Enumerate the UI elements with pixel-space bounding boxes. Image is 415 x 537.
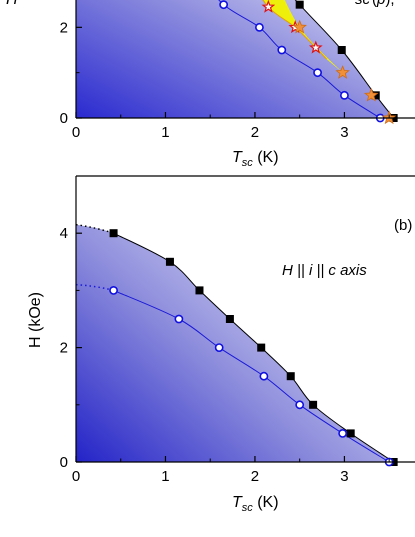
square-marker bbox=[337, 46, 346, 54]
x-tick-label: 0 bbox=[72, 124, 80, 141]
square-marker bbox=[165, 257, 174, 266]
circle-marker bbox=[340, 90, 349, 100]
square-marker bbox=[225, 315, 234, 323]
x-tick-label: 1 bbox=[161, 468, 169, 485]
panel-b-annotation: H || i || c axis bbox=[282, 262, 367, 279]
x-tick-label: 2 bbox=[251, 468, 259, 485]
square-marker bbox=[346, 429, 355, 438]
circle-marker bbox=[295, 400, 305, 410]
circle-marker bbox=[109, 285, 118, 295]
square-marker bbox=[286, 372, 295, 381]
filled-star-marker bbox=[364, 87, 379, 102]
panel-a-axes: 0 1 2 3 0 2 bbox=[60, 0, 415, 141]
open-star-marker bbox=[308, 40, 323, 54]
circle-marker bbox=[214, 343, 224, 352]
filled-star-marker bbox=[335, 65, 350, 79]
y-tick-label: 2 bbox=[60, 19, 68, 36]
panel-a-shaded-region bbox=[76, 0, 394, 118]
panel-b: 0 1 2 3 0 2 4 (b) H || i || c axis H (kOe) Tsc… bbox=[27, 175, 415, 514]
lower-extrapolation-curve bbox=[76, 283, 114, 292]
circle-marker bbox=[174, 314, 184, 324]
circle-marker bbox=[277, 45, 287, 55]
circle-marker bbox=[313, 68, 322, 78]
shaded-region bbox=[76, 224, 394, 462]
panel-b-axes: 0 1 2 3 0 2 4 bbox=[60, 175, 415, 485]
square-marker bbox=[257, 343, 266, 352]
square-marker bbox=[109, 229, 118, 238]
x-tick-label: 2 bbox=[251, 124, 259, 141]
x-tick-label: 3 bbox=[340, 468, 348, 485]
circle-marker bbox=[219, 0, 229, 10]
y-tick-label: 4 bbox=[60, 225, 68, 242]
panel-a-legend-fragment: sc(p), bbox=[355, 0, 395, 8]
panel-b-shaded-region bbox=[76, 224, 394, 462]
panel-a-ylabel-fragment: H bbox=[6, 0, 18, 8]
x-tick-label: 3 bbox=[340, 124, 348, 141]
panel-b-label: (b) bbox=[394, 217, 412, 234]
panel-a-xlabel: Tsc (K) bbox=[232, 149, 279, 169]
square-marker bbox=[371, 91, 380, 100]
circle-marker bbox=[338, 428, 348, 438]
x-tick-label: 0 bbox=[72, 468, 80, 485]
y-tick-label: 2 bbox=[60, 340, 68, 357]
shaded-region bbox=[76, 0, 394, 118]
square-marker bbox=[309, 400, 318, 409]
open-star-marker bbox=[261, 0, 276, 13]
circle-marker bbox=[259, 371, 269, 381]
square-marker bbox=[195, 286, 204, 295]
circle-marker bbox=[255, 22, 264, 32]
y-tick-label: 0 bbox=[60, 454, 68, 471]
square-marker bbox=[295, 0, 304, 9]
panel-a: 0 1 2 3 0 2 H sc(p), Tsc (K) bbox=[6, 0, 415, 169]
panel-b-ylabel: H (kOe) bbox=[27, 292, 44, 348]
y-tick-label: 0 bbox=[60, 110, 68, 127]
filled-star-marker bbox=[292, 19, 307, 34]
panel-b-xlabel: Tsc (K) bbox=[232, 494, 279, 514]
x-tick-label: 1 bbox=[161, 124, 169, 141]
